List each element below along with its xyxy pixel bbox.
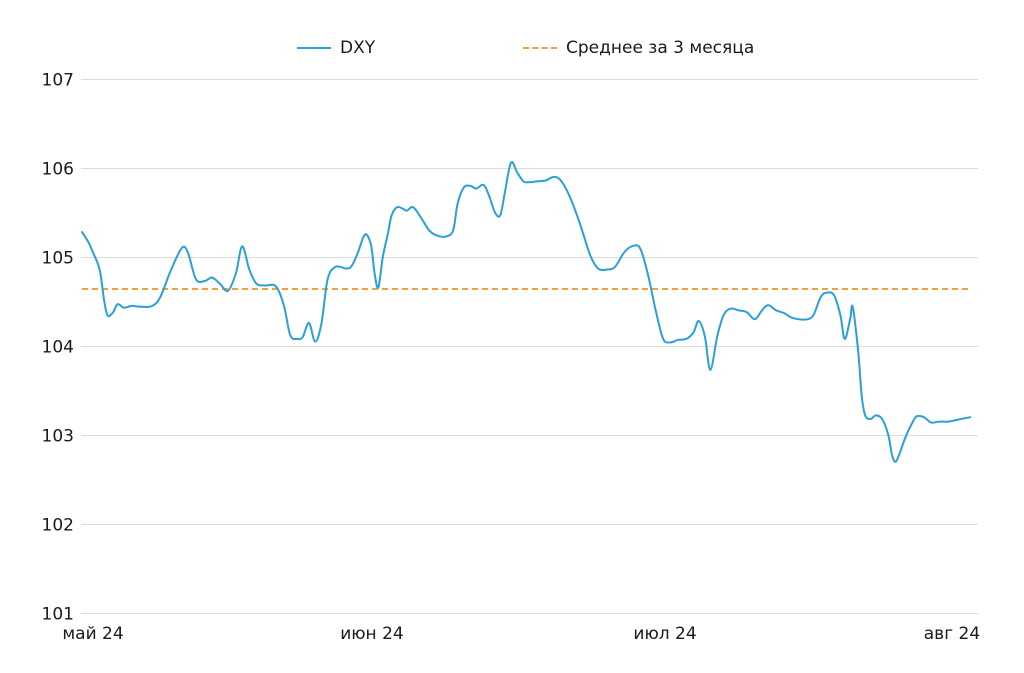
x-tick-label-2: июл 24 xyxy=(633,624,696,644)
legend-label-dxy: DXY xyxy=(340,38,376,58)
y-tick-label-104: 104 xyxy=(42,338,74,358)
y-tick-label-102: 102 xyxy=(42,516,74,536)
y-tick-label-101: 101 xyxy=(42,605,74,625)
legend-item-dxy: DXY xyxy=(297,38,375,58)
legend-solid-line-icon xyxy=(297,47,331,49)
x-tick-label-1: июн 24 xyxy=(340,624,404,644)
legend-dashed-line-icon xyxy=(523,47,557,49)
y-tick-label-107: 107 xyxy=(42,71,74,91)
legend-label-average: Среднее за 3 месяца xyxy=(566,38,755,58)
y-tick-label-105: 105 xyxy=(42,249,74,269)
legend-item-average: Среднее за 3 месяца xyxy=(523,38,754,58)
y-tick-label-106: 106 xyxy=(42,160,74,180)
y-tick-label-103: 103 xyxy=(42,427,74,447)
dxy-series-line xyxy=(81,160,972,463)
chart-legend: DXY Среднее за 3 месяца xyxy=(0,0,1024,70)
x-tick-label-3: авг 24 xyxy=(924,624,980,644)
x-tick-label-0: май 24 xyxy=(62,624,123,644)
